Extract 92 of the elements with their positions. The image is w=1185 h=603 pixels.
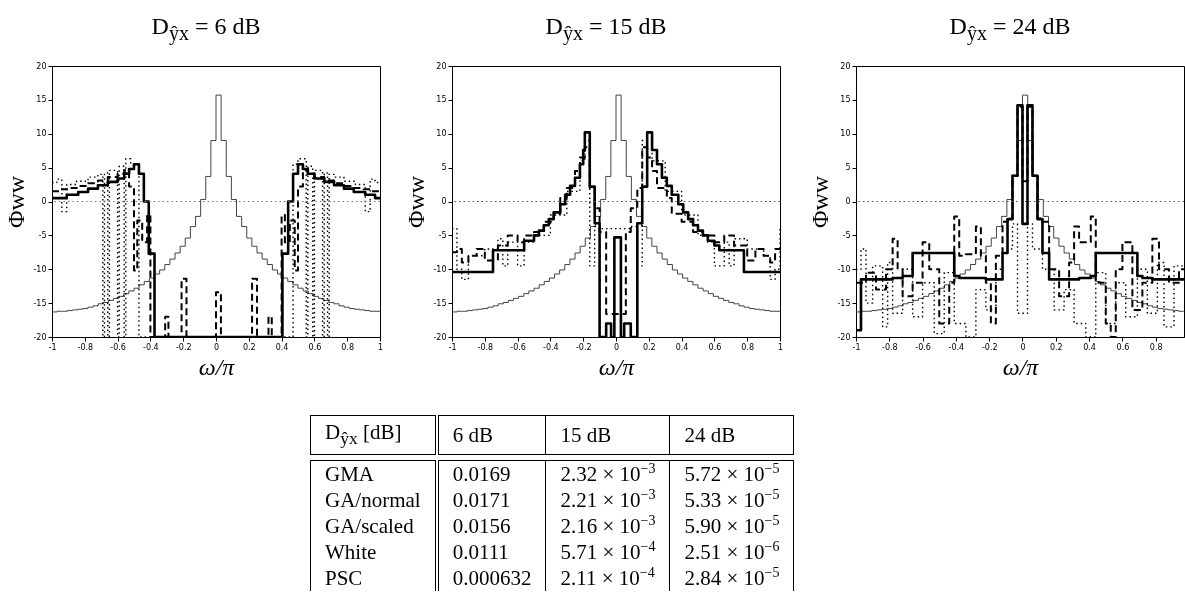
- y-tick-label: -5: [438, 230, 447, 240]
- y-tick-label: -20: [837, 332, 851, 342]
- chart-title: D$_{ŷx}$ = 15 dB: [544, 12, 668, 47]
- x-tick-label: 0.4: [675, 342, 689, 352]
- x-tick-label: -1: [448, 342, 457, 352]
- x-tick-label: 0: [1020, 342, 1026, 352]
- text: 5.72 × 10$^{−5}$: [669, 460, 794, 487]
- x-axis-title: ω/π: [198, 353, 236, 380]
- text: GA/normal: [310, 487, 437, 513]
- x-axis-title: ω/π: [598, 353, 636, 380]
- x-tick-label: 1: [777, 342, 784, 352]
- x-tick-label: 0.6: [1116, 342, 1130, 352]
- x-tick-label: -1: [852, 342, 861, 352]
- y-tick-label: 0: [441, 197, 447, 206]
- y-tick-label: 0: [845, 197, 851, 206]
- y-tick-label: -15: [837, 298, 851, 308]
- text: 0.0169: [436, 460, 546, 487]
- x-tick-label: 1: [377, 342, 384, 352]
- x-tick-label: -0.6: [110, 342, 126, 352]
- text: 6 dB: [436, 415, 546, 455]
- y-tick-label: -15: [33, 298, 47, 308]
- x-tick-label: 0.4: [275, 342, 289, 352]
- text: 0.0171: [436, 487, 546, 513]
- text: 2.84 × 10$^{−5}$: [669, 565, 794, 591]
- y-tick-label: -10: [33, 264, 47, 274]
- x-tick-label: 0.4: [1083, 342, 1096, 352]
- text: 5.90 × 10$^{−5}$: [669, 513, 794, 539]
- y-tick-label: -20: [433, 332, 447, 342]
- text: 0.0111: [436, 539, 546, 565]
- x-tick-label: -0.2: [981, 342, 998, 352]
- y-tick-label: 20: [840, 61, 851, 71]
- y-tick-label: 5: [441, 163, 447, 173]
- x-tick-label: -0.4: [948, 342, 965, 352]
- text: 2.16 × 10$^{−3}$: [545, 513, 670, 539]
- text: GMA: [310, 460, 437, 487]
- text: 15 dB: [545, 415, 670, 455]
- y-tick-label: -10: [837, 264, 851, 274]
- text: 5.33 × 10$^{−5}$: [669, 487, 794, 513]
- x-tick-label: -0.8: [77, 342, 94, 352]
- x-tick-label: 0: [613, 342, 620, 352]
- chart-title: D$_{ŷx}$ = 6 dB: [150, 12, 262, 47]
- y-tick-label: -20: [33, 332, 47, 342]
- x-tick-label: -0.8: [477, 342, 494, 352]
- x-tick-label: -0.2: [575, 342, 592, 352]
- y-tick-label: -15: [433, 298, 447, 308]
- y-tick-label: 10: [36, 129, 47, 139]
- y-tick-label: 10: [436, 129, 447, 139]
- x-tick-label: 0.2: [642, 342, 656, 352]
- x-tick-label: 0: [213, 342, 220, 352]
- text: GA/scaled: [310, 513, 437, 539]
- x-tick-label: 0.8: [1149, 342, 1163, 352]
- y-tick-label: -10: [433, 264, 447, 274]
- text: 2.21 × 10$^{−3}$: [545, 487, 670, 513]
- x-tick-label: 0.6: [708, 342, 722, 352]
- chart-title: D$_{ŷx}$ = 24 dB: [948, 12, 1072, 47]
- text: 5.71 × 10$^{−4}$: [545, 539, 670, 565]
- y-tick-label: 20: [36, 61, 47, 71]
- x-tick-label: 0.2: [1049, 342, 1063, 352]
- y-tick-label: 20: [436, 61, 447, 71]
- x-tick-label: 0.8: [741, 342, 755, 352]
- y-tick-label: -5: [842, 230, 851, 240]
- y-tick-label: 10: [840, 129, 851, 139]
- text: 0.000632: [436, 565, 546, 591]
- text: 24 dB: [669, 415, 794, 455]
- text: 2.11 × 10$^{−4}$: [545, 565, 670, 591]
- x-tick-label: -0.6: [510, 342, 526, 352]
- y-tick-label: 0: [41, 197, 47, 206]
- text: 0.0156: [436, 513, 546, 539]
- x-tick-label: 0.2: [242, 342, 256, 352]
- x-tick-label: 0.8: [341, 342, 355, 352]
- text: D$_{ŷx}$ [dB]: [310, 415, 437, 455]
- text: White: [310, 539, 437, 565]
- text: 2.32 × 10$^{−3}$: [545, 460, 670, 487]
- y-axis-title: Φww: [807, 175, 834, 229]
- y-tick-label: 15: [840, 95, 851, 105]
- y-axis-title: Φww: [3, 175, 30, 229]
- y-axis-title: Φww: [403, 175, 430, 229]
- text: 2.51 × 10$^{−6}$: [669, 539, 794, 565]
- x-tick-label: -0.4: [143, 342, 159, 352]
- x-tick-label: -1: [48, 342, 57, 352]
- x-tick-label: -0.2: [175, 342, 192, 352]
- y-tick-label: 15: [36, 95, 47, 105]
- y-tick-label: -5: [38, 230, 47, 240]
- x-tick-label: -0.4: [543, 342, 559, 352]
- x-axis-title: ω/π: [1002, 353, 1040, 380]
- y-tick-label: 5: [41, 163, 47, 173]
- text: PSC: [310, 565, 437, 591]
- x-tick-label: -0.8: [881, 342, 898, 352]
- x-tick-label: -0.6: [915, 342, 931, 352]
- x-tick-label: 0.6: [308, 342, 322, 352]
- y-tick-label: 5: [845, 163, 851, 173]
- y-tick-label: 15: [436, 95, 447, 105]
